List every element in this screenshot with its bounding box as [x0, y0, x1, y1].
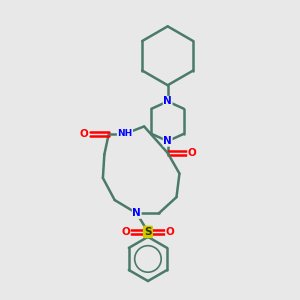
- Text: N: N: [132, 208, 141, 218]
- Text: N: N: [163, 96, 172, 106]
- Text: O: O: [188, 148, 197, 158]
- Text: NH: NH: [117, 129, 133, 138]
- Text: S: S: [144, 227, 152, 237]
- Text: O: O: [121, 227, 130, 237]
- Text: O: O: [80, 129, 89, 139]
- Text: N: N: [163, 136, 172, 146]
- Text: O: O: [166, 227, 174, 237]
